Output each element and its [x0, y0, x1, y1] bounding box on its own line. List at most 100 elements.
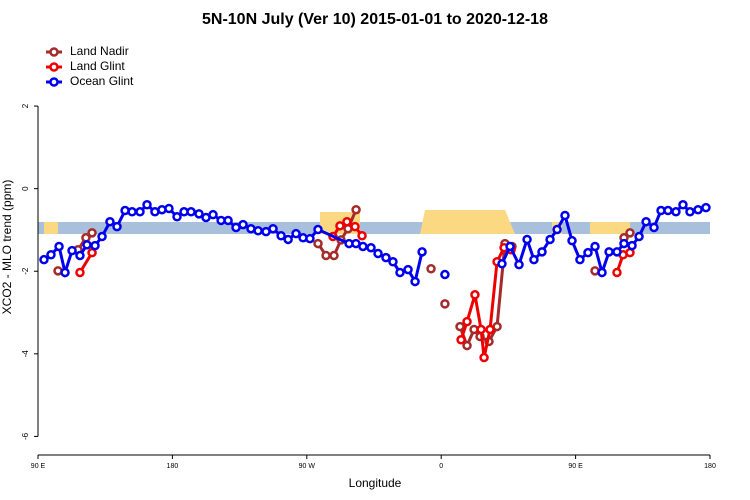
legend-marker [49, 62, 59, 72]
point [395, 267, 405, 278]
point [590, 241, 600, 252]
series-line [43, 202, 707, 286]
point [671, 207, 681, 217]
point [522, 234, 532, 245]
point [649, 222, 659, 233]
legend-label: Ocean Glint [70, 74, 134, 88]
x-tick-label: 90 W [299, 463, 316, 470]
x-axis-label: Longitude [349, 476, 402, 490]
land-patch [420, 210, 515, 234]
legend-label: Land Glint [70, 59, 125, 73]
point [560, 210, 570, 221]
point [641, 216, 651, 227]
point [634, 231, 644, 242]
point [470, 290, 480, 300]
y-tick-label: -2 [21, 267, 30, 275]
chart-title: 5N-10N July (Ver 10) 2015-01-01 to 2020-… [202, 11, 548, 28]
point [701, 202, 711, 213]
point [223, 215, 233, 226]
legend-marker [49, 47, 59, 57]
point [567, 235, 577, 246]
x-tick-label: 0 [439, 463, 443, 470]
point [462, 316, 472, 327]
point [545, 234, 555, 245]
point [39, 254, 49, 265]
point [366, 242, 376, 253]
point [342, 216, 352, 227]
point [321, 250, 331, 261]
point [313, 224, 323, 235]
point [268, 223, 278, 234]
point [479, 352, 489, 363]
point [87, 228, 97, 238]
point [329, 250, 339, 261]
point [693, 204, 703, 215]
point [82, 240, 92, 250]
point [455, 321, 465, 332]
point [351, 204, 361, 215]
point [75, 267, 85, 278]
point [627, 240, 637, 251]
point [194, 209, 204, 219]
legend-marker [49, 77, 59, 87]
point [678, 200, 688, 210]
point [135, 207, 145, 217]
point [291, 228, 301, 239]
point [476, 324, 486, 335]
y-tick-label: 0 [21, 186, 30, 191]
point [313, 238, 323, 249]
point [388, 256, 398, 267]
point [537, 247, 547, 257]
land-mask-band [38, 210, 710, 234]
point [597, 267, 607, 278]
point [164, 203, 174, 214]
point [60, 267, 70, 278]
point [90, 240, 100, 251]
point [410, 276, 420, 287]
point [358, 241, 368, 252]
point [604, 247, 614, 257]
point [552, 224, 562, 235]
point [335, 221, 345, 231]
point [142, 200, 152, 210]
point [276, 230, 286, 241]
point [112, 221, 122, 232]
point [54, 241, 64, 252]
land-patch [44, 222, 58, 234]
point [685, 207, 695, 217]
point [305, 233, 315, 244]
point [497, 259, 507, 269]
x-tick-label: 90 E [31, 463, 46, 470]
y-axis-label: XCO2 - MLO trend (ppm) [0, 180, 14, 315]
point [97, 231, 107, 242]
point [514, 259, 524, 270]
point [485, 324, 495, 335]
point [583, 247, 593, 258]
point [612, 267, 622, 278]
y-tick-label: -6 [21, 432, 30, 440]
x-tick-label: 180 [167, 463, 179, 470]
point [440, 299, 450, 309]
legend-label: Land Nadir [70, 44, 129, 58]
point [67, 245, 77, 256]
point [619, 238, 629, 249]
point [283, 234, 293, 245]
point [253, 226, 263, 236]
point [663, 205, 673, 216]
point [172, 211, 182, 222]
point [127, 207, 137, 217]
point [357, 230, 367, 241]
point [46, 249, 56, 260]
point [105, 216, 115, 227]
point [426, 264, 436, 274]
x-tick-label: 180 [704, 463, 716, 470]
point [456, 335, 466, 345]
x-tick-label: 90 E [568, 463, 583, 470]
point [417, 247, 427, 257]
point [238, 219, 248, 230]
point [75, 250, 85, 261]
land-patch [590, 222, 630, 234]
point [373, 248, 383, 259]
point [505, 241, 515, 252]
